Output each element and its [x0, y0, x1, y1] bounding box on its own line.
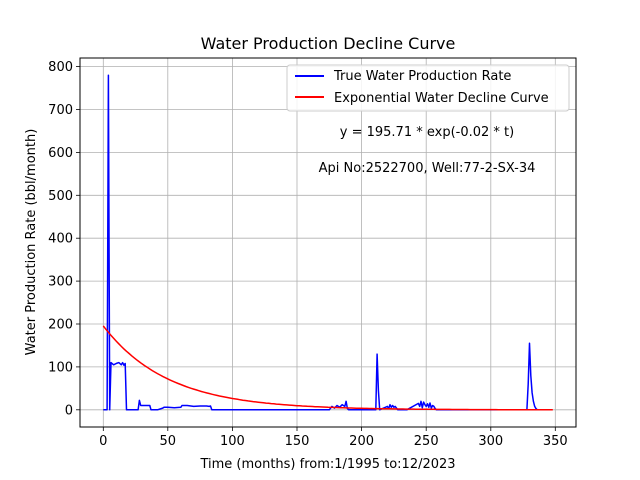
x-tick-label: 100 — [220, 434, 245, 449]
chart-title: Water Production Decline Curve — [201, 34, 456, 53]
y-tick-label: 600 — [48, 146, 73, 161]
y-axis-label: Water Production Rate (bbl/month) — [24, 129, 39, 356]
y-tick-label: 100 — [48, 360, 73, 375]
x-tick-label: 150 — [285, 434, 310, 449]
y-tick-label: 300 — [48, 275, 73, 290]
x-tick-label: 0 — [99, 434, 107, 449]
legend-label-fit: Exponential Water Decline Curve — [334, 91, 549, 106]
plot-area-frame — [79, 57, 577, 428]
y-tick-label: 400 — [48, 232, 73, 247]
legend: True Water Production Rate Exponential W… — [286, 64, 570, 112]
series-exponential-decline-curve — [102, 325, 553, 411]
annotation-well-info: Api No:2522700, Well:77-2-SX-34 — [319, 161, 536, 176]
x-tick-label: 200 — [349, 434, 374, 449]
y-tick-label: 500 — [48, 189, 73, 204]
series-true-water-production-rate — [103, 74, 551, 411]
plot-clip-group — [102, 74, 553, 411]
x-tick-label: 350 — [543, 434, 568, 449]
y-tick-label: 800 — [48, 60, 73, 75]
y-tick-label: 200 — [48, 318, 73, 333]
x-tick-label: 50 — [160, 434, 177, 449]
x-axis-label: Time (months) from:1/1995 to:12/2023 — [199, 457, 455, 472]
annotation-equation: y = 195.71 * exp(-0.02 * t) — [340, 125, 514, 140]
x-tick-label: 300 — [478, 434, 503, 449]
y-tick-label: 700 — [48, 103, 73, 118]
legend-box — [286, 64, 570, 112]
y-tick-label: 0 — [65, 403, 73, 418]
x-tick-label: 250 — [414, 434, 439, 449]
x-axis: 0 50 100 150 200 250 300 350 — [99, 427, 568, 449]
y-axis: 0 100 200 300 400 500 600 700 800 — [48, 60, 80, 418]
legend-label-true: True Water Production Rate — [333, 69, 511, 84]
